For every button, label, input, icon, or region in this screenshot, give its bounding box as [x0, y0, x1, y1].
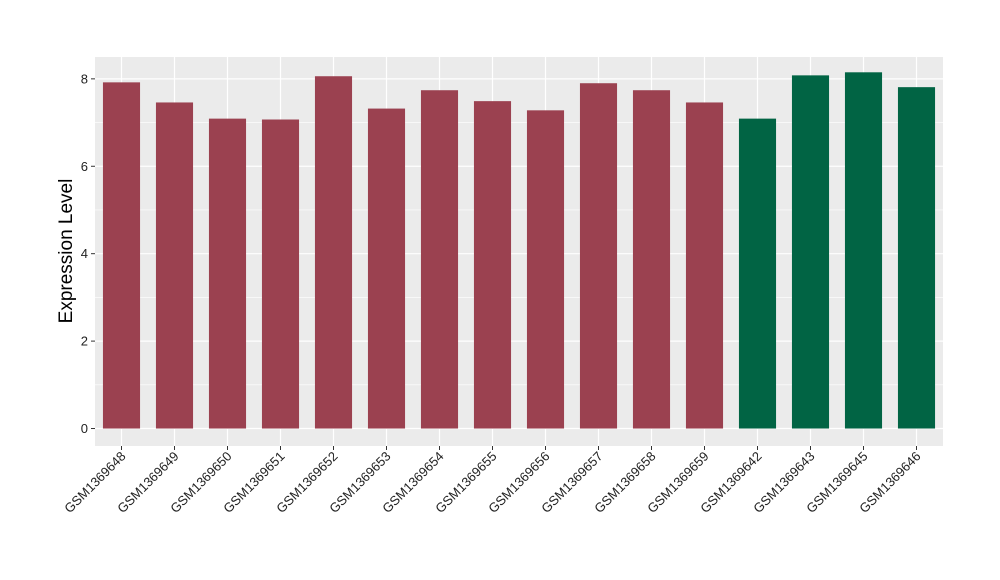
y-tick-label: 2: [81, 334, 88, 349]
y-tick-label: 0: [81, 421, 88, 436]
bar-GSM1369656: [526, 110, 565, 429]
y-tick-label: 6: [81, 159, 88, 174]
bars: [102, 72, 936, 429]
bar-GSM1369653: [367, 108, 406, 429]
bar-GSM1369650: [208, 118, 247, 429]
y-tick-label: 8: [81, 71, 88, 86]
bar-GSM1369654: [420, 90, 459, 429]
bar-GSM1369658: [632, 90, 671, 429]
y-tick-label: 4: [81, 246, 88, 261]
bar-GSM1369659: [685, 102, 724, 429]
bar-GSM1369657: [579, 83, 618, 429]
bar-GSM1369643: [791, 75, 830, 429]
bar-GSM1369646: [897, 87, 936, 429]
bar-GSM1369655: [473, 101, 512, 429]
bar-GSM1369651: [261, 119, 300, 429]
bar-GSM1369649: [155, 102, 194, 429]
bar-GSM1369652: [314, 76, 353, 429]
bar-GSM1369642: [738, 118, 777, 429]
bar-GSM1369648: [102, 82, 141, 429]
y-axis-title: Expression Level: [56, 179, 77, 324]
bar-GSM1369645: [844, 72, 883, 429]
